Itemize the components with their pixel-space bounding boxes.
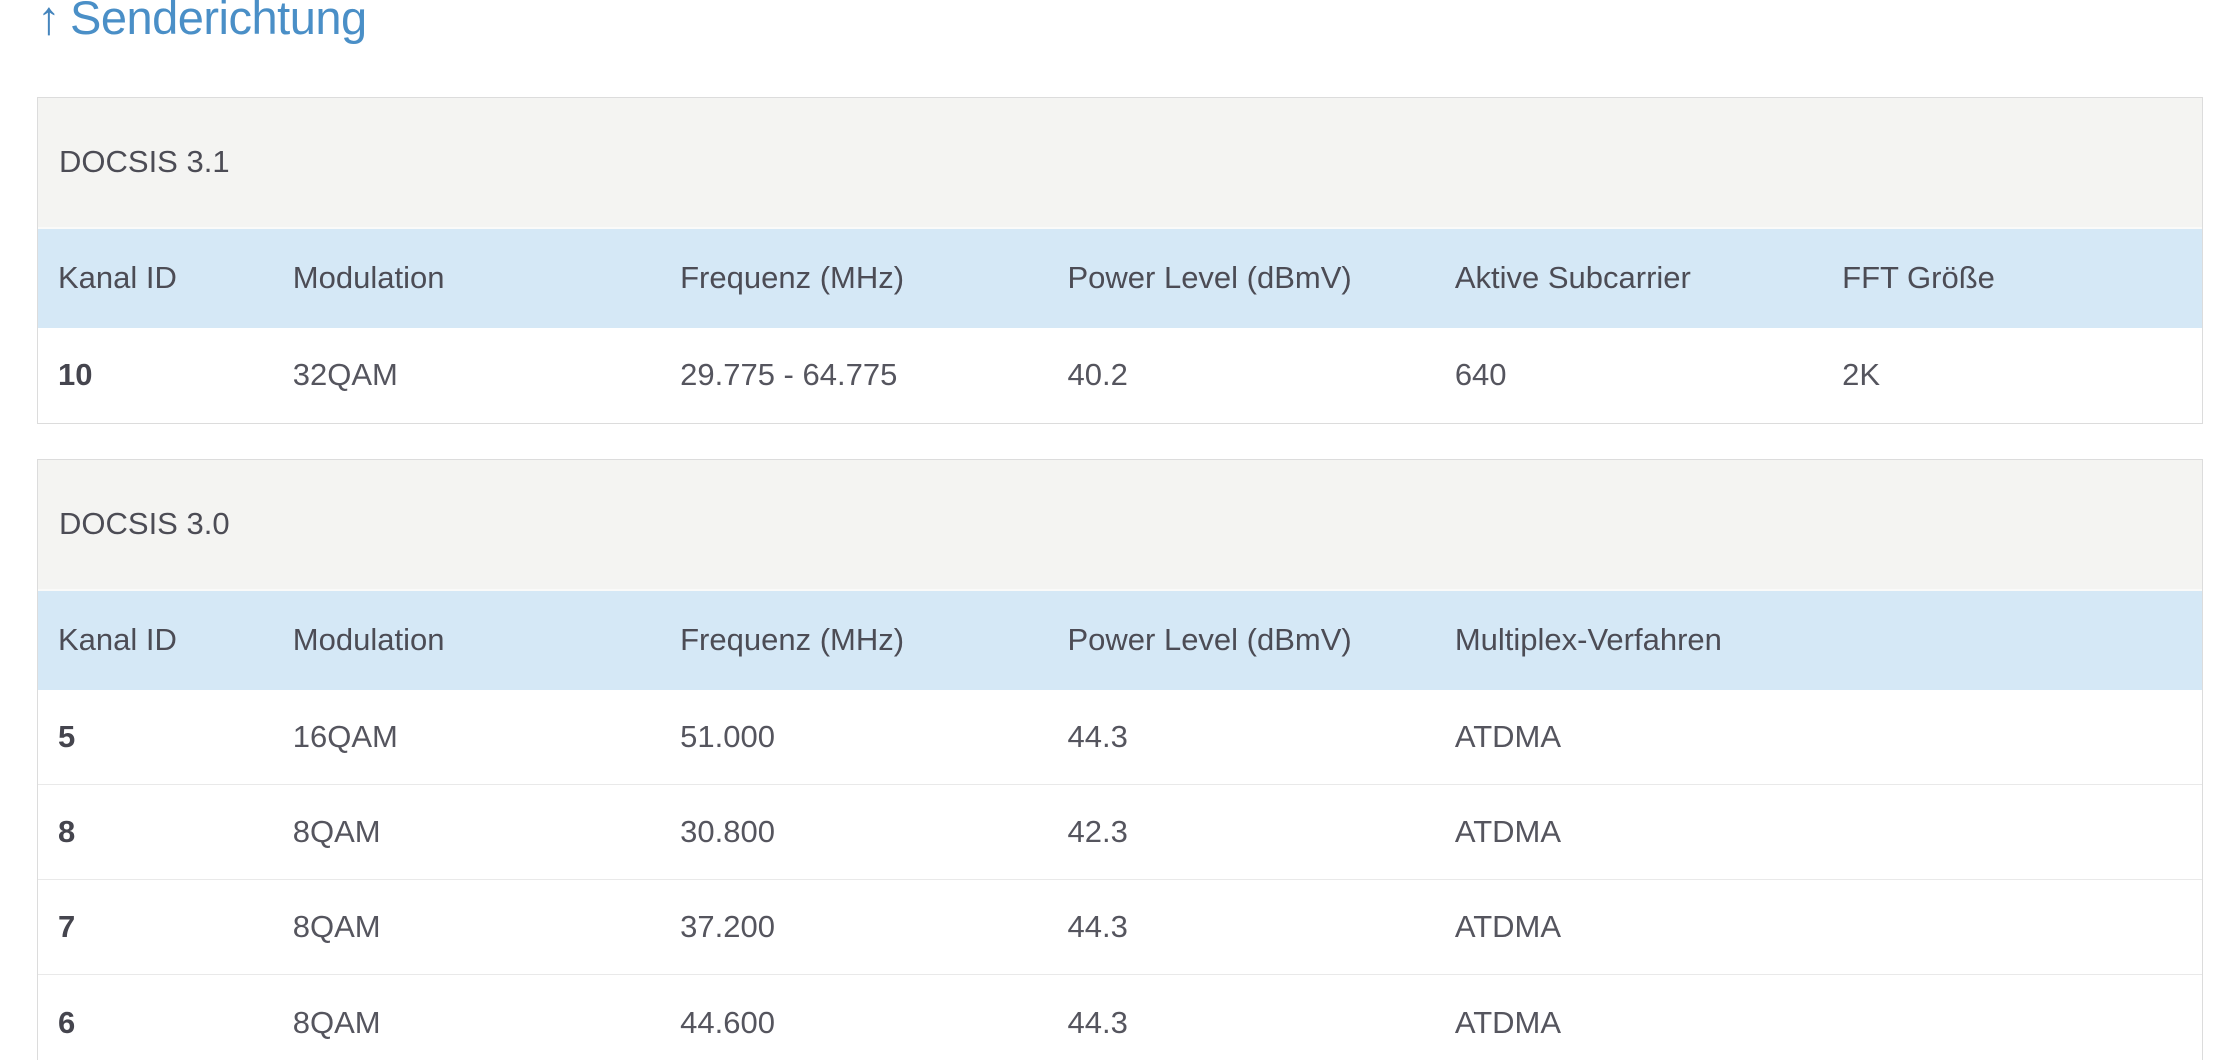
- channel-id-cell: 8: [58, 814, 76, 850]
- table-header-row: Kanal ID Modulation Frequenz (MHz) Power Le…: [38, 590, 2202, 690]
- table-cell: 32QAM: [292, 357, 398, 393]
- docsis-3-0-panel: DOCSIS 3.0 Kanal ID Modulation Frequenz (M…: [37, 458, 2203, 1060]
- channel-id-cell: 10: [58, 357, 93, 393]
- table-cell: 8QAM: [292, 1004, 381, 1040]
- table-cell: ATDMA: [1454, 814, 1562, 850]
- column-header: Modulation: [292, 622, 445, 658]
- column-header: Power Level (dBmV): [1067, 260, 1352, 296]
- table-row: 8 8QAM 30.800 42.3 ATDMA: [38, 784, 2202, 880]
- column-header: Kanal ID: [58, 260, 177, 296]
- column-header: FFT Größe: [1842, 260, 1995, 296]
- table-cell: 2K: [1842, 357, 1881, 393]
- table-header-row: Kanal ID Modulation Frequenz (MHz) Power Le…: [38, 228, 2202, 328]
- docsis-3-0-table: Kanal ID Modulation Frequenz (MHz) Power Le…: [38, 590, 2202, 1060]
- channel-id-cell: 7: [58, 909, 76, 945]
- table-cell: ATDMA: [1454, 909, 1562, 945]
- table-cell: 37.200: [680, 909, 775, 945]
- column-header: Aktive Subcarrier: [1454, 260, 1691, 296]
- table-cell: 44.600: [680, 1004, 775, 1040]
- table-cell: 51.000: [680, 719, 775, 754]
- table-cell: 29.775 - 64.775: [680, 357, 898, 393]
- table-row: 10 32QAM 29.775 - 64.775 40.2 640 2K: [38, 327, 2202, 423]
- section-title: DOCSIS 3.1: [38, 97, 2202, 229]
- table-row: 6 8QAM 44.600 44.3 ATDMA: [38, 974, 2202, 1060]
- section-title: DOCSIS 3.0: [38, 459, 2202, 591]
- table-cell: 44.3: [1067, 909, 1128, 945]
- column-header: Multiplex-Verfahren: [1454, 622, 1722, 658]
- column-header: Power Level (dBmV): [1067, 622, 1352, 658]
- column-header: Kanal ID: [58, 622, 177, 658]
- table-cell: 44.3: [1067, 719, 1128, 754]
- page-title: ↑ Senderichtung: [37, 0, 2203, 44]
- table-cell: 44.3: [1067, 1004, 1128, 1040]
- table-cell: 40.2: [1067, 357, 1128, 393]
- table-row: 5 16QAM 51.000 44.3 ATDMA: [38, 689, 2202, 785]
- table-cell: 30.800: [680, 814, 775, 850]
- docsis-3-1-table: Kanal ID Modulation Frequenz (MHz) Power Le…: [38, 228, 2202, 423]
- table-cell: 8QAM: [292, 909, 381, 945]
- channel-id-cell: 5: [58, 719, 76, 754]
- docsis-3-1-panel: DOCSIS 3.1 Kanal ID Modulation Frequenz (M…: [37, 96, 2203, 424]
- column-header: Frequenz (MHz): [680, 622, 905, 658]
- column-header: Modulation: [292, 260, 445, 296]
- table-row: 7 8QAM 37.200 44.3 ATDMA: [38, 879, 2202, 975]
- table-cell: 640: [1454, 357, 1507, 393]
- table-cell: 8QAM: [292, 814, 381, 850]
- channel-id-cell: 6: [58, 1004, 76, 1040]
- up-arrow-icon: ↑: [37, 0, 61, 44]
- column-header: Frequenz (MHz): [680, 260, 905, 296]
- table-cell: ATDMA: [1454, 1004, 1562, 1040]
- page-title-label: Senderichtung: [70, 0, 367, 44]
- table-cell: ATDMA: [1454, 719, 1562, 754]
- table-cell: 16QAM: [292, 719, 398, 754]
- table-cell: 42.3: [1067, 814, 1128, 850]
